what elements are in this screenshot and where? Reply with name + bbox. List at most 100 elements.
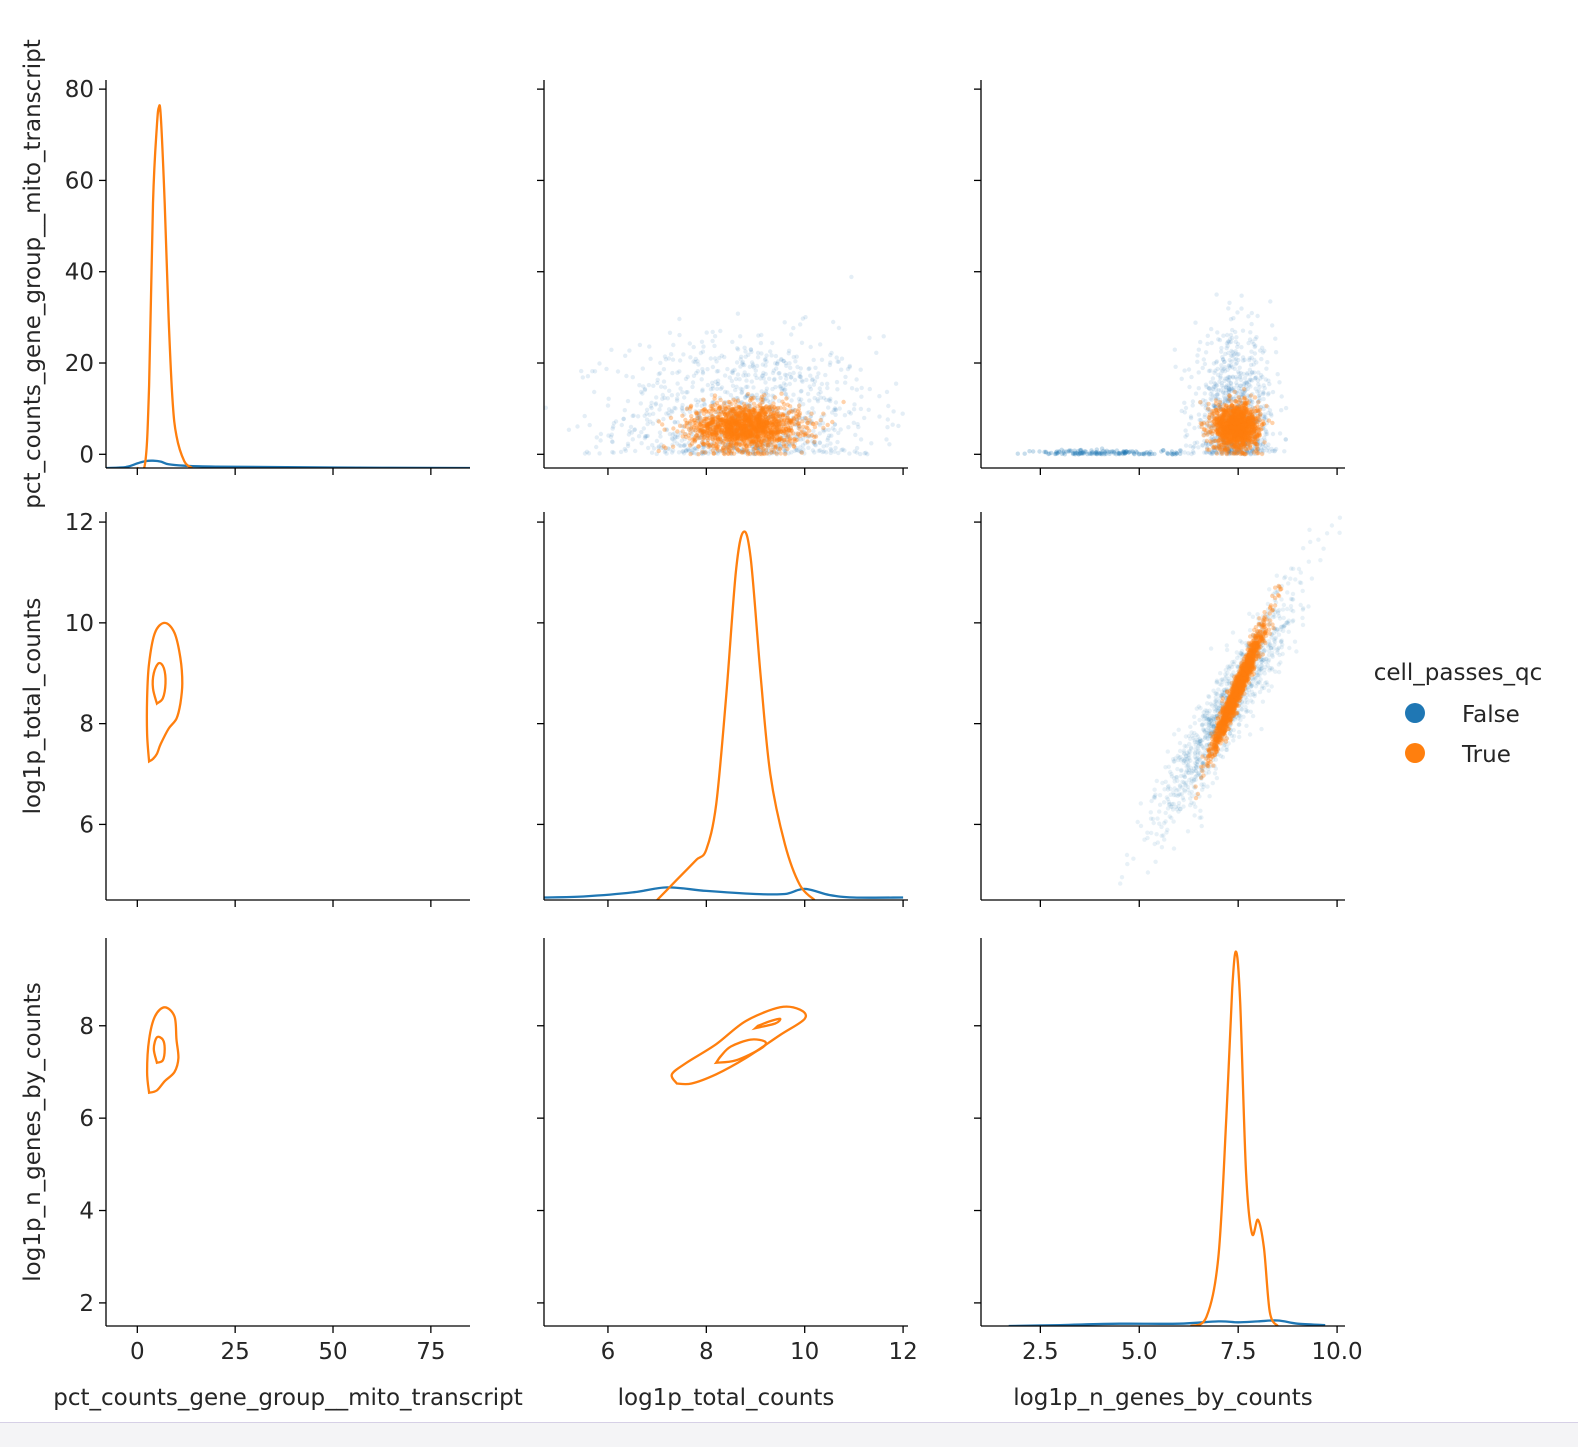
scatter-point bbox=[685, 407, 689, 411]
scatter-point bbox=[1184, 443, 1188, 447]
scatter-point bbox=[699, 351, 703, 355]
scatter-point bbox=[705, 330, 709, 334]
scatter-point bbox=[821, 412, 825, 416]
scatter-point bbox=[1277, 380, 1281, 384]
scatter-point bbox=[1201, 366, 1205, 370]
scatter-point bbox=[724, 419, 728, 423]
scatter-point bbox=[1242, 387, 1246, 391]
scatter-point bbox=[1215, 392, 1219, 396]
scatter-point bbox=[645, 434, 649, 438]
scatter-point bbox=[686, 447, 690, 451]
scatter-point bbox=[800, 451, 804, 455]
scatter-point bbox=[1256, 420, 1260, 424]
scatter-point bbox=[804, 378, 808, 382]
scatter-point bbox=[1214, 360, 1218, 364]
scatter-point bbox=[697, 444, 701, 448]
scatter-point bbox=[801, 425, 805, 429]
scatter-point bbox=[1217, 380, 1221, 384]
scatter-point bbox=[1221, 390, 1225, 394]
scatter-point bbox=[1211, 376, 1215, 380]
scatter-point bbox=[675, 429, 679, 433]
scatter-point bbox=[935, 421, 939, 425]
scatter-point bbox=[736, 312, 740, 316]
scatter-point bbox=[737, 411, 741, 415]
scatter-point bbox=[667, 407, 671, 411]
scatter-point bbox=[1250, 370, 1254, 374]
scatter-point bbox=[1173, 348, 1177, 352]
scatter-point bbox=[616, 369, 620, 373]
scatter-point bbox=[1253, 337, 1257, 341]
scatter-point bbox=[626, 444, 630, 448]
scatter-point bbox=[1191, 449, 1195, 453]
scatter-point bbox=[800, 341, 804, 345]
scatter-point bbox=[735, 446, 739, 450]
scatter-point bbox=[1284, 437, 1288, 441]
scatter-point bbox=[831, 320, 835, 324]
scatter-point bbox=[771, 371, 775, 375]
scatter-point bbox=[859, 395, 863, 399]
scatter-point bbox=[714, 446, 718, 450]
scatter-point bbox=[1229, 399, 1233, 403]
scatter-point bbox=[859, 437, 863, 441]
scatter-point bbox=[1170, 449, 1174, 453]
scatter-point bbox=[639, 430, 643, 434]
scatter-point bbox=[657, 407, 661, 411]
scatter-point bbox=[1191, 403, 1195, 407]
scatter-point bbox=[1198, 400, 1202, 404]
scatter-point bbox=[1124, 450, 1128, 454]
scatter-point bbox=[782, 406, 786, 410]
scatter-point bbox=[788, 382, 792, 386]
scatter-point bbox=[769, 430, 773, 434]
scatter-point bbox=[727, 452, 731, 456]
scatter-point bbox=[677, 317, 681, 321]
scatter-point bbox=[650, 443, 654, 447]
scatter-point bbox=[710, 339, 714, 343]
scatter-point bbox=[722, 401, 726, 405]
scatter-point bbox=[774, 444, 778, 448]
y-tick-label: 80 bbox=[65, 77, 94, 103]
scatter-point bbox=[773, 426, 777, 430]
scatter-point bbox=[840, 357, 844, 361]
scatter-point bbox=[1206, 406, 1210, 410]
scatter-point bbox=[1197, 370, 1201, 374]
scatter-point bbox=[809, 412, 813, 416]
scatter-point bbox=[718, 398, 722, 402]
scatter-point bbox=[793, 359, 797, 363]
scatter-point bbox=[711, 365, 715, 369]
scatter-point bbox=[756, 333, 760, 337]
scatter-point bbox=[1241, 329, 1245, 333]
scatter-point bbox=[855, 422, 859, 426]
scatter-point bbox=[830, 410, 834, 414]
scatter-point bbox=[783, 392, 787, 396]
scatter-point bbox=[1225, 333, 1229, 337]
scatter-point bbox=[700, 404, 704, 408]
scatter-point bbox=[669, 352, 673, 356]
scatter-point bbox=[1061, 451, 1065, 455]
scatter-point bbox=[810, 421, 814, 425]
scatter-point bbox=[1253, 395, 1257, 399]
scatter-point bbox=[711, 414, 715, 418]
scatter-point bbox=[1257, 385, 1261, 389]
scatter-point bbox=[1219, 363, 1223, 367]
scatter-point bbox=[1215, 367, 1219, 371]
scatter-point bbox=[598, 438, 602, 442]
scatter-point bbox=[1192, 426, 1196, 430]
scatter-point bbox=[599, 432, 603, 436]
scatter-point bbox=[828, 397, 832, 401]
scatter-point bbox=[1249, 378, 1253, 382]
scatter-point bbox=[688, 341, 692, 345]
scatter-point bbox=[749, 348, 753, 352]
scatter-point bbox=[784, 377, 788, 381]
scatter-point bbox=[744, 355, 748, 359]
scatter-point bbox=[804, 431, 808, 435]
scatter-point bbox=[607, 397, 611, 401]
scatter-point bbox=[847, 451, 851, 455]
scatter-point bbox=[779, 384, 783, 388]
scatter-point bbox=[662, 428, 666, 432]
scatter-point bbox=[713, 380, 717, 384]
scatter-point bbox=[795, 355, 799, 359]
scatter-point bbox=[1210, 341, 1214, 345]
scatter-point bbox=[669, 416, 673, 420]
scatter-point bbox=[1197, 412, 1201, 416]
